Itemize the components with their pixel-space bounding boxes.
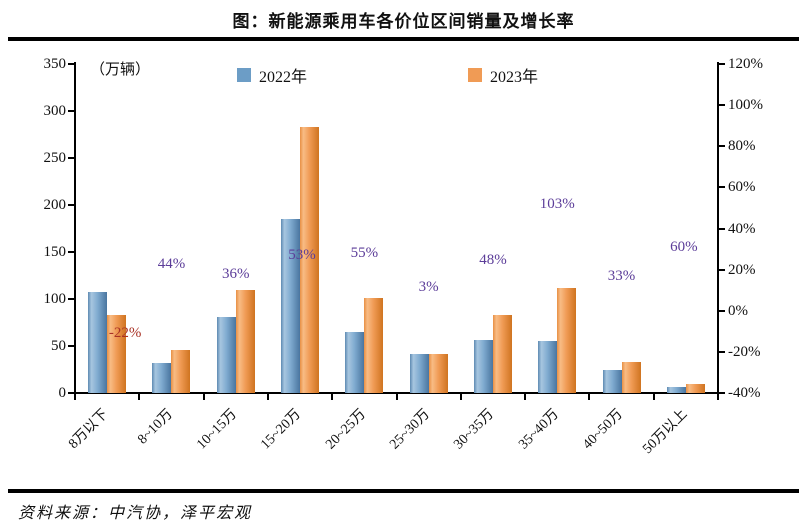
right-axis-tick: [718, 350, 725, 353]
left-axis-tick-label: 100: [43, 291, 67, 307]
left-axis-tick-label: 350: [43, 56, 67, 72]
right-axis-tick-label: 20%: [728, 261, 756, 278]
right-axis-tick-label: 100%: [728, 97, 763, 114]
x-axis-tick: [524, 393, 527, 400]
right-axis-tick: [718, 392, 725, 394]
growth-rate-label: 48%: [479, 252, 507, 268]
left-axis-tick: [68, 345, 75, 347]
right-axis-tick-label: -20%: [728, 343, 761, 360]
bar-2022: [409, 354, 429, 393]
growth-rate-label: 36%: [222, 266, 250, 282]
left-axis-tick: [68, 251, 75, 253]
right-axis-tick: [718, 186, 725, 189]
bar-2022: [88, 292, 108, 393]
x-axis-tick: [331, 393, 334, 400]
left-axis-tick: [68, 204, 75, 206]
right-axis-tick: [718, 145, 725, 148]
x-axis-tick: [717, 393, 719, 400]
bar-2023: [428, 353, 448, 393]
growth-rate-label: 55%: [350, 245, 379, 261]
bar-2022: [666, 387, 686, 393]
growth-rate-label: 44%: [157, 256, 186, 272]
legend-swatch-2023: [468, 68, 482, 82]
bar-2023: [300, 126, 320, 393]
bar-2022: [152, 362, 172, 393]
left-axis-tick: [68, 298, 75, 300]
left-axis-tick-label: 300: [43, 103, 67, 119]
x-axis-tick: [138, 393, 141, 400]
chart-title: 图：新能源乘用车各价位区间销量及增长率: [232, 12, 575, 31]
bar-2022: [345, 331, 365, 393]
growth-rate-label: 33%: [607, 268, 636, 284]
x-axis-tick: [74, 393, 76, 400]
x-axis-tick: [395, 393, 398, 400]
right-axis-tick: [718, 63, 725, 65]
bar-2023: [364, 298, 384, 393]
right-axis-tick: [718, 227, 725, 230]
bottom-divider: [8, 489, 799, 493]
top-divider: [8, 37, 799, 41]
growth-rate-label: 53%: [288, 247, 316, 263]
x-axis-tick: [459, 393, 462, 400]
right-axis-tick-label: 0%: [728, 302, 748, 319]
x-axis-category-text: 50万以上: [640, 406, 691, 457]
left-axis-tick: [68, 157, 75, 159]
left-axis-tick-label: 250: [43, 150, 67, 166]
bar-2023: [107, 314, 127, 393]
x-axis-tick: [266, 393, 269, 400]
bar-2023: [235, 289, 255, 393]
right-axis-tick: [718, 104, 725, 107]
unit-label: （万辆）: [90, 62, 151, 78]
bar-2022: [473, 340, 493, 393]
left-axis-tick: [68, 63, 75, 65]
bar-2023: [557, 287, 577, 393]
growth-rate-label: 103%: [539, 196, 575, 212]
x-axis-tick: [202, 393, 205, 400]
x-axis-category-label: 50万以上: [536, 401, 690, 457]
bar-2023: [171, 349, 191, 393]
growth-rate-label: -22%: [108, 325, 142, 341]
x-axis-tick: [652, 393, 655, 400]
left-axis-line: [74, 62, 76, 395]
bar-2022: [281, 219, 301, 393]
legend-label-2022: 2022年: [259, 69, 308, 86]
bar-2023: [685, 383, 705, 393]
right-axis-tick: [718, 309, 725, 312]
bar-2022: [538, 341, 558, 393]
legend-swatch-2022: [237, 68, 251, 82]
right-axis-tick: [718, 268, 725, 271]
legend-item-2022: 2022年: [237, 63, 307, 87]
left-axis-tick-label: 150: [43, 244, 67, 260]
right-axis-tick-label: 120%: [728, 56, 763, 72]
bar-2023: [492, 314, 512, 393]
left-axis-tick-label: 200: [43, 197, 67, 213]
right-axis-tick-label: 60%: [728, 179, 756, 196]
growth-rate-label: 3%: [418, 279, 439, 295]
left-axis-tick: [68, 392, 75, 394]
left-axis-tick-label: 0: [58, 385, 67, 401]
bar-2022: [602, 369, 622, 393]
bar-2023: [621, 361, 641, 393]
right-axis-tick-label: 80%: [728, 138, 756, 155]
source-note: 资料来源：中汽协，泽平宏观: [18, 505, 253, 522]
left-axis-tick-label: 50: [51, 338, 66, 354]
growth-rate-label: 60%: [670, 239, 698, 255]
right-axis-tick-label: -40%: [728, 385, 761, 401]
legend-item-2023: 2023年: [468, 63, 538, 87]
legend-label-2023: 2023年: [490, 69, 539, 86]
right-axis-tick-label: 40%: [728, 220, 756, 237]
bar-2022: [216, 316, 236, 393]
left-axis-tick: [68, 110, 75, 112]
x-axis-tick: [588, 393, 591, 400]
